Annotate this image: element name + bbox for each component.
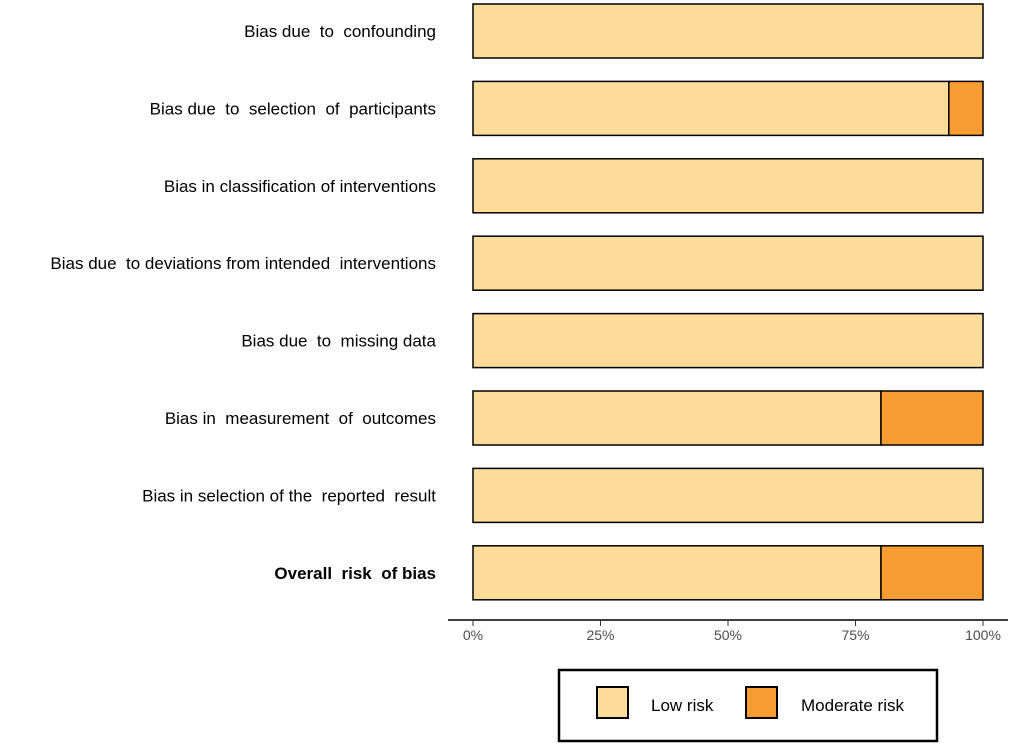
category-label: Overall risk of bias xyxy=(274,564,436,583)
category-labels: Bias due to confounding Bias due to selec… xyxy=(50,22,436,583)
category-label: Bias due to confounding xyxy=(244,22,436,41)
bar-segment-low-risk xyxy=(472,158,984,214)
bar-segment-low-risk xyxy=(472,390,882,446)
category-label: Bias in classification of interventions xyxy=(164,177,436,196)
x-axis-ticks: 0% 25% 50% 75% 100% xyxy=(463,620,1001,643)
category-label: Bias due to deviations from intended int… xyxy=(50,254,436,273)
legend-swatch-moderate-risk xyxy=(745,686,778,719)
bar-segment-low-risk xyxy=(472,545,882,601)
bar-group xyxy=(472,3,984,601)
x-tick-label: 100% xyxy=(965,627,1001,643)
x-tick-label: 75% xyxy=(841,627,869,643)
bar-segment-low-risk xyxy=(472,312,984,369)
legend-label-moderate-risk: Moderate risk xyxy=(801,696,904,715)
legend-label-low-risk: Low risk xyxy=(651,696,714,715)
x-tick-label: 25% xyxy=(586,627,614,643)
legend: Low risk Moderate risk xyxy=(557,668,939,743)
bar-segment-low-risk xyxy=(472,80,950,137)
bar-segment-low-risk xyxy=(472,467,984,524)
bar-segment-moderate-risk xyxy=(948,80,984,137)
bar-segment-low-risk xyxy=(472,3,984,59)
category-label: Bias due to selection of participants xyxy=(150,99,436,118)
category-label: Bias in measurement of outcomes xyxy=(165,409,436,428)
legend-swatch-low-risk xyxy=(596,686,629,719)
bar-segment-moderate-risk xyxy=(880,545,984,601)
x-tick-label: 50% xyxy=(714,627,742,643)
category-label: Bias in selection of the reported result xyxy=(142,486,436,505)
category-label: Bias due to missing data xyxy=(241,332,436,351)
bar-segment-moderate-risk xyxy=(880,390,984,446)
x-tick-label: 0% xyxy=(463,627,483,643)
bar-segment-low-risk xyxy=(472,235,984,291)
